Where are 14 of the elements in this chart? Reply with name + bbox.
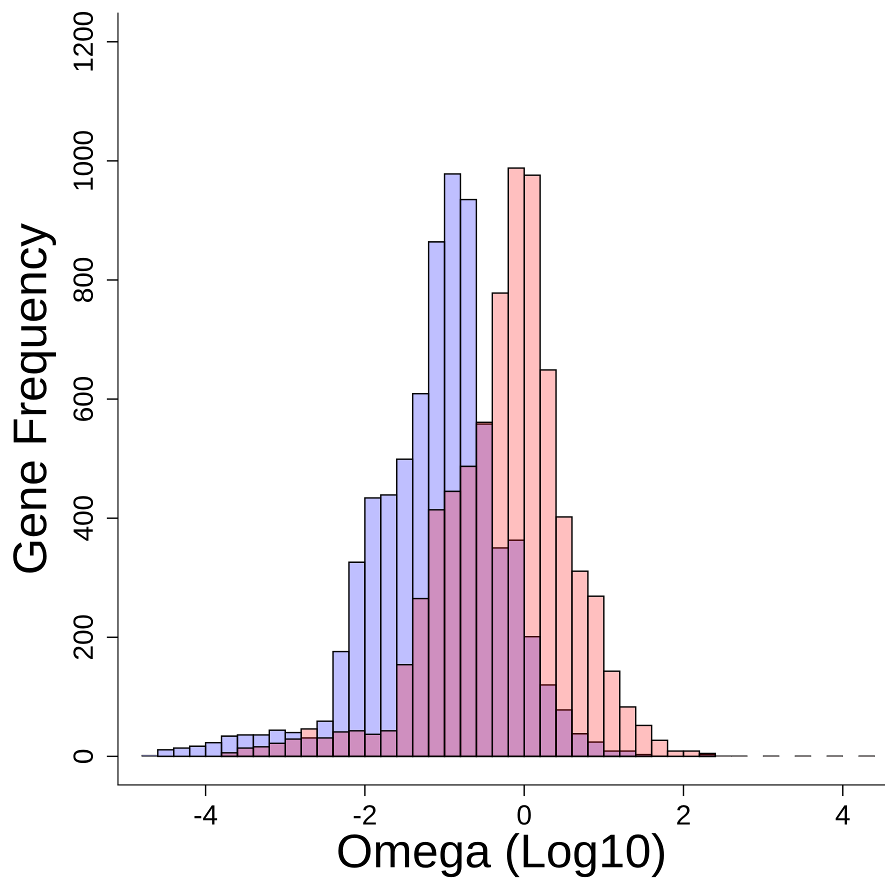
y-axis-title: Gene Frequency — [13, 223, 56, 573]
y-tick-label: 400 — [73, 496, 94, 541]
y-tick-label: 1000 — [73, 131, 94, 190]
x-tick-label: -2 — [354, 805, 376, 825]
x-tick-label: 0 — [518, 805, 531, 825]
y-tick-label: 800 — [73, 258, 94, 302]
y-tick-label: 600 — [73, 376, 94, 421]
y-tick-label: 0 — [73, 750, 94, 764]
x-tick-label: 2 — [677, 805, 690, 825]
y-tick-label: 1200 — [73, 12, 94, 71]
y-tick-label: 200 — [73, 615, 94, 660]
x-tick-label: 4 — [836, 805, 850, 825]
x-axis-title: Omega (Log10) — [338, 833, 664, 878]
x-tick-label: -4 — [194, 805, 218, 825]
